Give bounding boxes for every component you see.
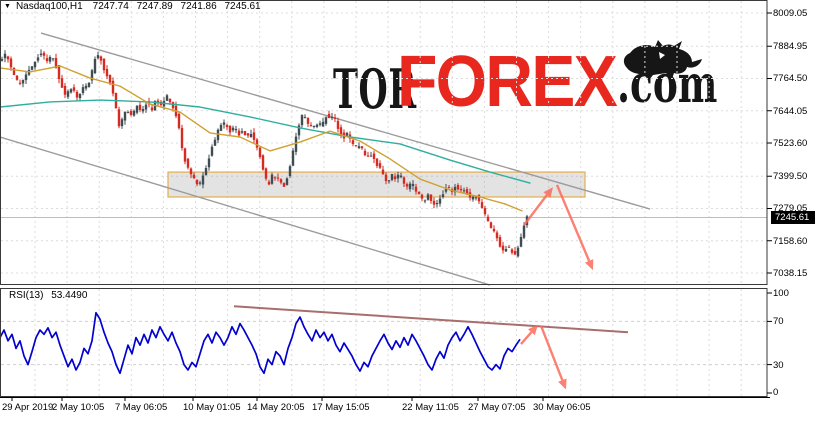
rsi-axis-label: 30: [773, 359, 784, 371]
rsi-axis-label: 0: [773, 387, 779, 398]
quote-close: 7245.61: [224, 1, 261, 12]
quote-high: 7247.89: [136, 1, 173, 12]
price-axis-label: 7884.95: [773, 41, 808, 53]
quote-ohlc: 7247.74 7247.89 7241.86 7245.61: [88, 1, 261, 12]
time-axis-label: 27 May 07:05: [468, 402, 526, 413]
price-axis-label: 7764.50: [773, 73, 808, 85]
time-axis-label: 29 Apr 2019: [2, 402, 54, 413]
price-axis-label: 7523.60: [773, 138, 808, 149]
chevron-down-icon[interactable]: ▼: [4, 3, 11, 10]
time-axis-label: 14 May 20:05: [247, 402, 305, 413]
logo-text-tor: TOR: [333, 57, 417, 121]
current-price-label: 7245.61: [771, 211, 815, 225]
time-axis-label: 10 May 01:05: [183, 402, 241, 413]
rsi-indicator-label: RSI(13) 53.4490: [4, 290, 87, 301]
price-axis-label: 7158.60: [773, 235, 808, 247]
price-axis-label: 7399.50: [773, 171, 808, 183]
rsi-axis-label: 100: [773, 288, 789, 299]
time-axis-label: 17 May 15:05: [312, 402, 370, 413]
price-axis-label: 8009.05: [773, 8, 808, 19]
time-axis-label: 30 May 06:05: [533, 402, 591, 413]
price-axis-label: 7038.15: [773, 268, 808, 279]
bull-icon: [615, 38, 703, 85]
quote-low: 7241.86: [180, 1, 217, 12]
panel-divider[interactable]: [0, 284, 770, 290]
rsi-name: RSI(13): [9, 290, 44, 301]
rsi-value: 53.4490: [51, 290, 88, 301]
time-axis-label: 7 May 06:05: [115, 402, 168, 413]
rsi-axis-label: 70: [773, 316, 784, 328]
time-axis-label: 22 May 11:05: [402, 402, 459, 413]
symbol-info-bar: ▼ Nasdaq100,H1 7247.74 7247.89 7241.86 7…: [4, 1, 261, 12]
quote-open: 7247.74: [92, 1, 129, 12]
price-axis-label: 7644.05: [773, 105, 808, 117]
time-axis-label: 2 May 10:05: [52, 402, 105, 413]
price-axis-label: 7279.05: [773, 203, 808, 215]
symbol-label: Nasdaq100,H1: [15, 1, 83, 12]
